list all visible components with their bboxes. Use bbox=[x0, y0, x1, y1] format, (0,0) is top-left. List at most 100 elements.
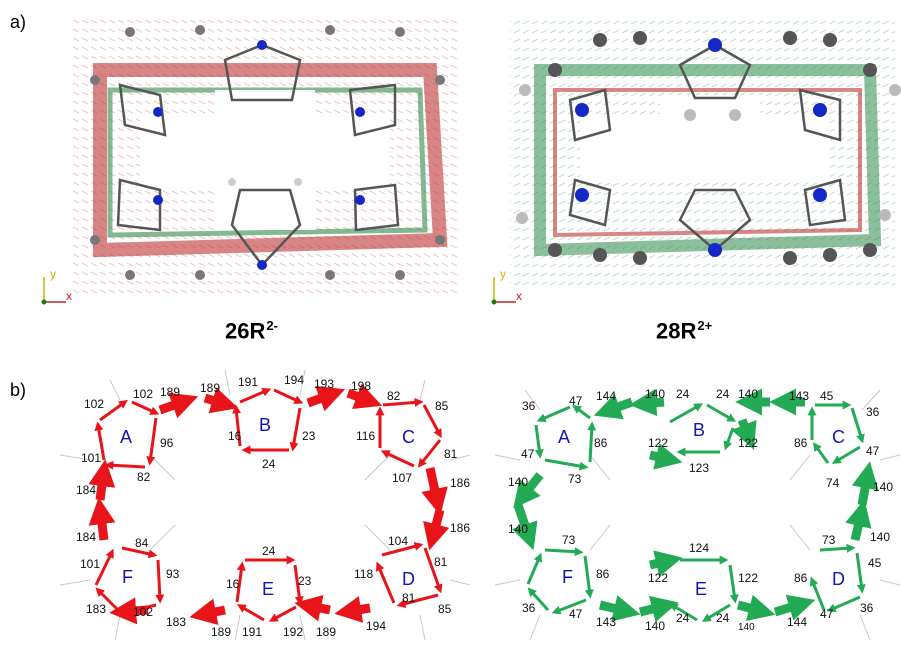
current-value: 23 bbox=[302, 429, 316, 443]
current-value: 74 bbox=[826, 476, 840, 490]
current-value: 85 bbox=[435, 399, 449, 413]
current-value: 16 bbox=[228, 429, 242, 443]
current-value: 36 bbox=[522, 399, 536, 413]
current-density-map-26R bbox=[70, 20, 460, 295]
current-value: 86 bbox=[794, 571, 808, 585]
current-value: 96 bbox=[160, 436, 174, 450]
current-value: 93 bbox=[166, 567, 180, 581]
current-value: 24 bbox=[262, 544, 276, 558]
current-graph-26R bbox=[59, 369, 471, 641]
current-value: 73 bbox=[568, 472, 582, 486]
ring-label: F bbox=[122, 567, 133, 587]
current-value: 23 bbox=[298, 574, 312, 588]
current-value: 122 bbox=[738, 571, 758, 585]
ring-label: B bbox=[693, 420, 705, 440]
current-value: 140 bbox=[645, 387, 665, 401]
current-value: 36 bbox=[866, 405, 880, 419]
current-value: 191 bbox=[242, 625, 262, 639]
current-value: 186 bbox=[450, 476, 470, 490]
axis-indicator-right: y x bbox=[491, 267, 522, 305]
current-value: 193 bbox=[314, 377, 334, 391]
ring-label: C bbox=[402, 427, 415, 447]
current-value: 123 bbox=[689, 461, 709, 475]
current-value: 47 bbox=[569, 607, 583, 621]
current-value: 104 bbox=[388, 534, 408, 548]
current-value: 82 bbox=[137, 470, 151, 484]
current-value: 24 bbox=[676, 611, 690, 625]
current-value: 24 bbox=[716, 387, 730, 401]
current-value: 82 bbox=[387, 389, 401, 403]
current-value: 86 bbox=[794, 436, 808, 450]
ring-label: F bbox=[562, 567, 573, 587]
axis-label-x: x bbox=[66, 289, 72, 303]
current-value: 192 bbox=[283, 625, 303, 639]
current-value: 36 bbox=[860, 601, 874, 615]
current-value: 85 bbox=[438, 602, 452, 616]
ring-label: E bbox=[695, 579, 707, 599]
current-value: 183 bbox=[166, 615, 186, 629]
current-value: 144 bbox=[596, 389, 616, 403]
current-value: 45 bbox=[820, 389, 834, 403]
current-value: 140 bbox=[873, 480, 893, 494]
current-value: 143 bbox=[596, 615, 616, 629]
axis-label-x-2: x bbox=[516, 289, 522, 303]
current-value: 45 bbox=[868, 556, 882, 570]
current-value: 140 bbox=[508, 475, 528, 489]
axis-label-y: y bbox=[50, 267, 56, 281]
current-value: 198 bbox=[351, 379, 371, 393]
current-value: 84 bbox=[135, 536, 149, 550]
current-graph-28R bbox=[494, 388, 901, 641]
ring-label: A bbox=[558, 427, 570, 447]
axis-label-y-2: y bbox=[500, 267, 506, 281]
current-value: 140 bbox=[645, 619, 665, 633]
current-value: 140 bbox=[738, 622, 755, 633]
current-value: 183 bbox=[86, 602, 106, 616]
ring-label: D bbox=[402, 569, 415, 589]
current-value: 81 bbox=[402, 591, 416, 605]
current-value: 86 bbox=[596, 567, 610, 581]
current-value: 81 bbox=[444, 447, 458, 461]
current-value: 107 bbox=[392, 471, 412, 485]
current-value: 47 bbox=[820, 607, 834, 621]
ring-label: A bbox=[120, 427, 132, 447]
molecule-title-26R: 26R2- bbox=[225, 318, 278, 344]
current-value: 102 bbox=[133, 387, 153, 401]
current-value: 122 bbox=[738, 436, 758, 450]
current-value: 16 bbox=[226, 577, 240, 591]
ring-label: B bbox=[259, 415, 271, 435]
ring-labels-right: A B C D E F bbox=[558, 420, 845, 599]
current-density-map-28R bbox=[510, 15, 901, 285]
current-value: 189 bbox=[200, 381, 220, 395]
ring-label: E bbox=[262, 579, 274, 599]
ring-labels-left: A B C D E F bbox=[120, 415, 415, 599]
current-value: 124 bbox=[689, 541, 709, 555]
panel-a-label: a) bbox=[10, 12, 27, 32]
panel-b-label: b) bbox=[10, 380, 27, 400]
current-value: 101 bbox=[81, 451, 101, 465]
current-value: 122 bbox=[648, 436, 668, 450]
current-value: 47 bbox=[866, 444, 880, 458]
axis-indicator-left: y x bbox=[41, 267, 72, 305]
current-value: 186 bbox=[450, 521, 470, 535]
current-value: 47 bbox=[569, 394, 583, 408]
current-value: 189 bbox=[316, 625, 336, 639]
current-value: 144 bbox=[787, 615, 807, 629]
current-value: 118 bbox=[354, 567, 373, 581]
current-value: 184 bbox=[76, 530, 96, 544]
current-values-left: 102 102 189 189 191 194 193 198 82 85 96… bbox=[76, 373, 470, 639]
molecule-title-28R: 28R2+ bbox=[656, 318, 713, 344]
current-value: 140 bbox=[508, 522, 528, 536]
current-value: 81 bbox=[434, 555, 448, 569]
current-value: 47 bbox=[521, 447, 535, 461]
ring-label: D bbox=[832, 569, 845, 589]
current-value: 122 bbox=[648, 571, 668, 585]
current-value: 189 bbox=[211, 625, 231, 639]
current-value: 140 bbox=[870, 530, 890, 544]
current-value: 73 bbox=[562, 533, 576, 547]
ring-label: C bbox=[832, 427, 845, 447]
current-values-right: 36 47 144 140 24 24 140 143 45 36 86 122… bbox=[508, 387, 893, 633]
current-value: 102 bbox=[133, 605, 153, 619]
current-value: 194 bbox=[366, 619, 386, 633]
current-value: 73 bbox=[822, 533, 836, 547]
